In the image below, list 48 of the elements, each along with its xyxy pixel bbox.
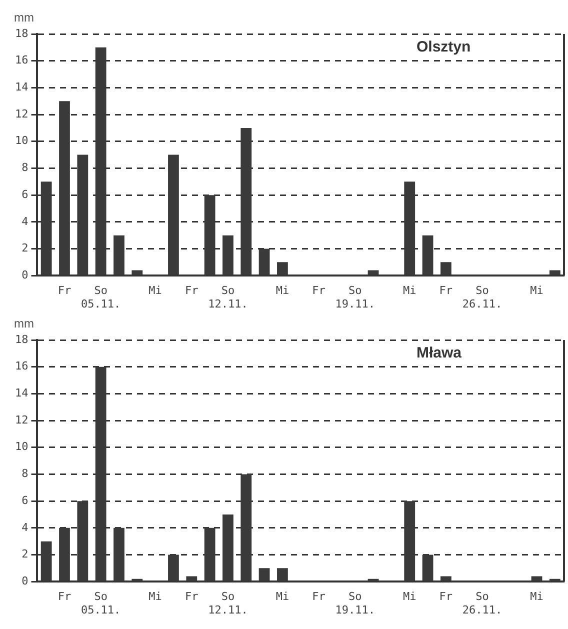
chart-title: Mława [416,344,462,362]
y-tick-label: 6 [22,188,28,201]
x-tick-label: Fr [439,284,453,298]
x-tick-label: Mi [402,590,416,604]
x-tick-label: So 26.11. [462,590,502,616]
y-tick-label: 16 [14,360,28,373]
x-tick-label: Fr [312,284,326,298]
x-tick-label: Fr [312,590,326,604]
x-tick-label: So 19.11. [335,284,375,310]
x-tick-label: Fr [185,590,199,604]
x-tick-label: Mi [148,284,162,298]
y-tick-label: 2 [22,548,28,561]
y-tick-label: 2 [22,242,28,255]
x-tick-label: Mi [276,590,290,604]
y-tick-label: 12 [14,107,28,120]
x-tick-label: So 12.11. [208,284,248,310]
y-tick-label: 8 [22,161,28,174]
x-tick-label: So 26.11. [462,284,502,310]
x-tick-label: Mi [530,590,544,604]
x-tick-label: Fr [185,284,199,298]
y-tick-label: 18 [14,332,28,346]
x-tick-label: So 12.11. [208,590,248,616]
y-tick-label: 0 [22,574,28,588]
x-tick-label: Mi [402,284,416,298]
y-tick-label: 10 [14,440,28,454]
x-tick-label: Mi [148,590,162,604]
chart-title: Olsztyn [416,38,471,56]
y-tick-label: 10 [14,134,28,148]
y-tick-label: 14 [14,80,29,94]
x-tick-label: So 19.11. [335,590,375,616]
y-tick-label: 8 [22,467,28,480]
x-tick-label: Fr [58,284,72,298]
y-axis-title: mm [14,10,34,24]
x-tick-label: Fr [58,590,72,604]
x-tick-label: Mi [276,284,290,298]
y-tick-label: 6 [22,494,28,507]
y-tick-label: 16 [14,54,28,67]
y-tick-label: 4 [22,214,29,228]
y-tick-label: 18 [14,26,28,40]
y-tick-label: 14 [14,386,29,400]
y-tick-label: 4 [22,520,29,534]
x-tick-label: So 05.11. [80,590,121,616]
x-tick-label: Fr [439,590,453,604]
y-axis-title: mm [14,316,34,330]
x-tick-label: So 05.11. [80,284,121,310]
y-tick-label: 0 [22,268,28,282]
y-tick-label: 12 [14,413,28,426]
x-tick-label: Mi [530,284,544,298]
